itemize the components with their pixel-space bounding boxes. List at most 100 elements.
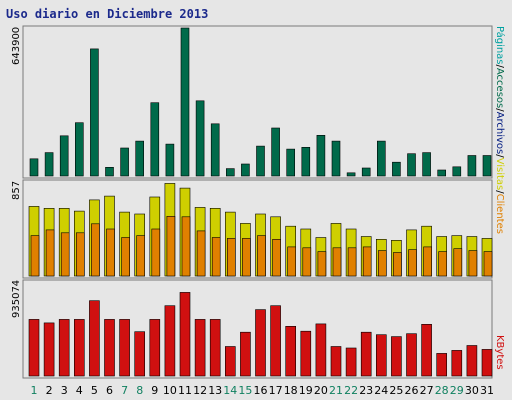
legend-sep3: / <box>494 154 505 158</box>
bar-kbytes-day-13 <box>209 319 221 377</box>
day-label-3: 3 <box>61 384 68 397</box>
day-label-4: 4 <box>76 384 83 397</box>
bar-accesos-day-25 <box>392 161 401 177</box>
bar-accesos-day-31 <box>482 155 492 177</box>
day-label-19: 19 <box>299 384 313 397</box>
bar-accesos-day-17 <box>271 127 280 177</box>
bar-accesos-day-28 <box>437 169 447 177</box>
day-label-22: 22 <box>344 384 358 397</box>
bar-accesos-day-21 <box>331 140 341 177</box>
day-label-6: 6 <box>106 384 113 397</box>
day-label-18: 18 <box>284 384 298 397</box>
bar-accesos-day-13 <box>210 123 220 177</box>
day-label-1: 1 <box>31 384 38 397</box>
bar-clientes-day-31 <box>483 251 493 277</box>
day-label-30: 30 <box>465 384 479 397</box>
bar-clientes-day-9 <box>151 228 161 277</box>
day-label-8: 8 <box>136 384 143 397</box>
legend-sep4: / <box>494 190 505 194</box>
bar-clientes-day-22 <box>347 247 357 277</box>
day-label-28: 28 <box>435 384 449 397</box>
day-label-29: 29 <box>450 384 464 397</box>
day-label-15: 15 <box>238 384 252 397</box>
bar-kbytes-day-26 <box>406 333 417 377</box>
bar-accesos-day-15 <box>241 163 250 177</box>
legend-archivos: Archivos <box>494 112 505 155</box>
bar-accesos-day-29 <box>452 166 462 177</box>
bar-kbytes-day-21 <box>330 346 342 377</box>
bar-accesos-day-12 <box>195 100 205 177</box>
bar-clientes-day-24 <box>377 250 387 277</box>
bar-kbytes-day-22 <box>345 347 357 377</box>
bar-accesos-day-7 <box>120 147 129 177</box>
bar-clientes-day-26 <box>408 249 417 277</box>
bar-kbytes-day-2 <box>43 322 55 377</box>
bar-clientes-day-2 <box>45 229 55 277</box>
day-label-7: 7 <box>121 384 128 397</box>
bar-clientes-day-17 <box>272 239 281 277</box>
bar-accesos-day-26 <box>407 153 416 177</box>
bar-kbytes-day-30 <box>466 345 478 377</box>
bar-clientes-day-6 <box>106 228 115 277</box>
bar-kbytes-day-4 <box>74 319 85 377</box>
bar-accesos-day-5 <box>90 48 99 177</box>
bar-clientes-day-28 <box>438 251 448 277</box>
day-label-12: 12 <box>193 384 207 397</box>
day-label-20: 20 <box>314 384 328 397</box>
bar-accesos-day-27 <box>422 152 431 177</box>
bar-clientes-day-5 <box>91 223 100 277</box>
bar-accesos-day-3 <box>59 135 69 177</box>
bar-accesos-day-2 <box>44 152 54 177</box>
day-label-11: 11 <box>178 384 192 397</box>
bar-clientes-day-18 <box>287 246 297 277</box>
legend-visitas: Visitas <box>494 158 505 191</box>
day-label-14: 14 <box>223 384 237 397</box>
bar-clientes-day-23 <box>362 246 372 277</box>
bar-clientes-day-21 <box>332 247 342 277</box>
middle-max-label: 857 <box>11 181 22 200</box>
bar-kbytes-day-31 <box>481 349 493 377</box>
bar-clientes-day-27 <box>423 246 432 277</box>
bar-kbytes-day-10 <box>164 305 176 377</box>
bar-clientes-day-30 <box>468 250 478 277</box>
bar-kbytes-day-9 <box>149 319 161 377</box>
bar-clientes-day-11 <box>181 216 191 277</box>
legend-accesos: Accesos <box>494 68 505 108</box>
bar-accesos-day-24 <box>376 140 386 177</box>
bar-clientes-day-15 <box>242 238 251 277</box>
bar-accesos-day-16 <box>256 145 265 177</box>
chart-title: Uso diario en Diciembre 2013 <box>6 7 209 21</box>
bar-kbytes-day-23 <box>360 331 372 377</box>
bar-accesos-day-9 <box>150 102 160 177</box>
day-label-23: 23 <box>359 384 373 397</box>
bar-accesos-day-6 <box>105 167 114 177</box>
bottom-max-label: 935074 <box>11 280 22 318</box>
bar-accesos-day-30 <box>467 155 477 177</box>
bar-kbytes-day-1 <box>28 319 40 377</box>
bar-clientes-day-16 <box>257 235 266 277</box>
bar-clientes-day-29 <box>453 248 463 277</box>
legend-sep1: / <box>494 65 505 69</box>
bar-kbytes-day-7 <box>119 319 130 377</box>
bar-clientes-day-19 <box>302 247 312 277</box>
bar-kbytes-day-27 <box>421 323 432 377</box>
day-label-13: 13 <box>208 384 222 397</box>
bar-clientes-day-25 <box>393 252 402 277</box>
top-max-label: 643900 <box>11 27 22 65</box>
bar-kbytes-day-20 <box>315 323 327 377</box>
bar-accesos-day-8 <box>135 140 144 177</box>
bar-accesos-day-14 <box>226 168 235 177</box>
day-label-10: 10 <box>163 384 177 397</box>
bar-kbytes-day-28 <box>436 353 448 377</box>
panel-top-frame <box>22 25 493 179</box>
bar-accesos-day-23 <box>361 167 371 177</box>
bar-accesos-day-11 <box>180 27 190 177</box>
legend-sep2: / <box>494 108 505 112</box>
bar-kbytes-day-17 <box>270 305 281 377</box>
bar-kbytes-day-14 <box>225 346 236 377</box>
bar-kbytes-day-24 <box>375 334 387 377</box>
bar-clientes-day-20 <box>317 251 327 277</box>
day-label-5: 5 <box>91 384 98 397</box>
bar-kbytes-day-29 <box>451 350 463 377</box>
